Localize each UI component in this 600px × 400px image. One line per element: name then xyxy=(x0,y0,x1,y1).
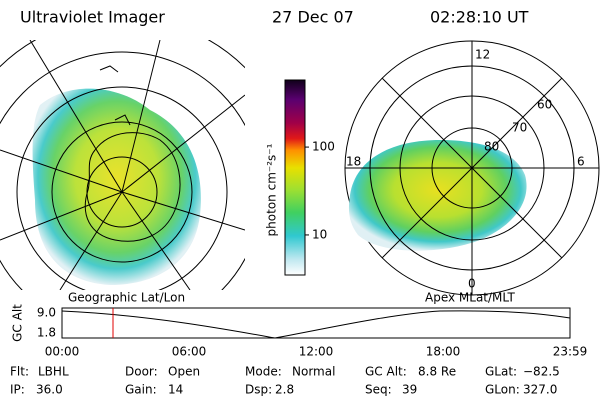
altitude-x-label: 00:00 xyxy=(45,345,80,359)
status-label: IP: xyxy=(10,383,25,397)
lat-label: 80 xyxy=(484,140,499,154)
altitude-axis-label: GC Alt xyxy=(11,304,25,342)
coastline xyxy=(84,65,181,242)
altitude-y-label: 1.8 xyxy=(37,326,56,340)
time: 02:28:10 UT xyxy=(430,8,529,27)
status-value: 327.0 xyxy=(523,383,557,397)
status-value: −82.5 xyxy=(523,365,560,379)
magnetic-map xyxy=(344,40,600,296)
status-label: Gain: xyxy=(125,383,157,397)
altitude-curve xyxy=(61,310,571,339)
colorbar-label: photon cm⁻²s⁻¹ xyxy=(265,143,279,236)
altitude-x-label: 23:59 xyxy=(553,345,588,359)
mlt-label: 18 xyxy=(346,155,361,169)
instrument: Ultraviolet Imager xyxy=(20,8,165,27)
mlt-label: 12 xyxy=(475,48,490,62)
lat-label: 60 xyxy=(537,98,552,112)
lat-label: 70 xyxy=(512,121,527,135)
altitude-frame xyxy=(61,307,571,339)
mlt-label: 0 xyxy=(468,277,476,291)
status-value: 36.0 xyxy=(36,383,63,397)
colorbar xyxy=(284,79,306,276)
grid xyxy=(345,41,599,295)
status-value: 39 xyxy=(402,383,417,397)
status-value: LBHL xyxy=(38,365,69,379)
status-label: Flt: xyxy=(10,365,29,379)
colorbar-tick-label: 100 xyxy=(312,140,335,154)
altitude-x-label: 12:00 xyxy=(299,345,334,359)
grid xyxy=(0,40,245,290)
status-label: Mode: xyxy=(245,365,282,379)
status-label: Seq: xyxy=(365,383,392,397)
status-label: GC Alt: xyxy=(365,365,407,379)
aurora-image xyxy=(32,88,201,286)
date: 27 Dec 07 xyxy=(272,8,354,27)
status-value: Normal xyxy=(292,365,335,379)
status-value: Open xyxy=(168,365,200,379)
colorbar-tick-label: 10 xyxy=(312,227,327,241)
left-caption: Geographic Lat/Lon xyxy=(68,291,185,305)
status-value: 14 xyxy=(168,383,183,397)
status-value: 2.8 xyxy=(275,383,294,397)
status-label: Dsp: xyxy=(245,383,272,397)
altitude-x-label: 06:00 xyxy=(172,345,207,359)
mlt-label: 6 xyxy=(577,155,585,169)
status-label: Door: xyxy=(125,365,158,379)
right-caption: Apex MLat/MLT xyxy=(425,291,515,305)
geographic-map xyxy=(0,40,245,290)
status-value: 8.8 Re xyxy=(418,365,456,379)
status-label: GLat: xyxy=(485,365,517,379)
altitude-y-label: 9.0 xyxy=(37,306,56,320)
altitude-x-label: 18:00 xyxy=(426,345,461,359)
status-label: GLon: xyxy=(485,383,520,397)
